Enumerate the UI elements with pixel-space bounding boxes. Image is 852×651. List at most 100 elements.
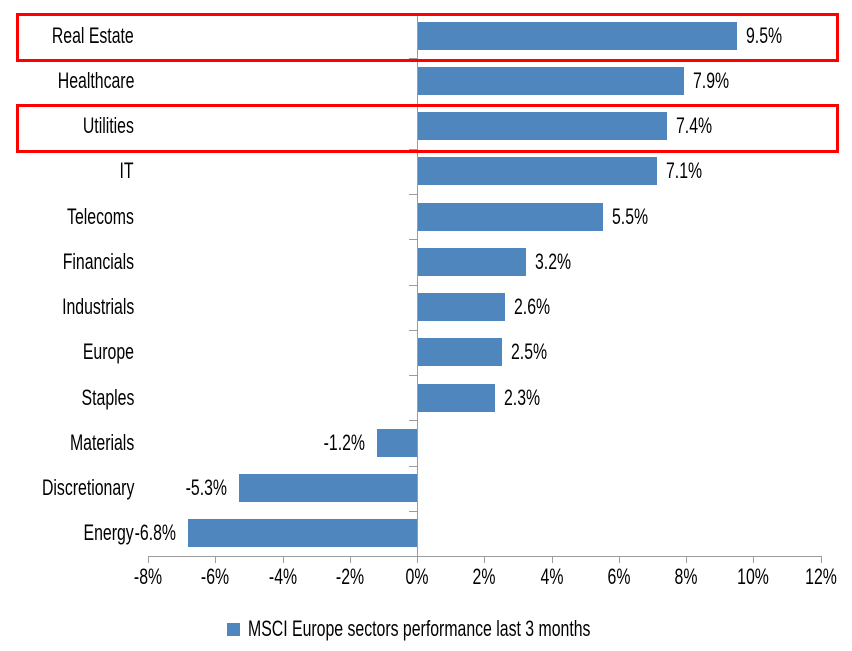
category-label-text: Energy [83,520,134,546]
x-axis-tick [349,556,351,563]
value-label-text: -1.2% [323,429,365,455]
x-axis-tick-label: 2% [472,564,496,589]
x-axis-tick-label: 0% [405,564,429,589]
category-axis-tick [409,511,417,512]
x-axis-tick [484,556,486,563]
category-axis-tick [409,375,417,376]
category-label-text: Europe [82,339,134,365]
category-label-discretionary: Discretionary [0,466,134,511]
x-axis-tick-label: 8% [674,564,698,589]
bar-materials [376,428,417,457]
value-label-text: -6.8% [134,520,177,546]
bar-healthcare [418,66,684,95]
x-axis-tick [820,556,822,563]
x-axis-tick-label: -6% [201,564,230,589]
bar-financials [418,247,526,276]
highlight-box-utilities [16,104,839,153]
value-label-financials: 3.2% [535,248,585,276]
bar-telecoms [418,202,603,231]
value-label-materials: -1.2% [323,429,422,457]
category-label-europe: Europe [0,330,134,375]
category-label-telecoms: Telecoms [0,194,134,239]
category-axis-tick [409,420,417,421]
value-label-text: 7.4% [675,113,712,139]
category-label-text: Materials [69,429,134,455]
value-label-it: 7.1% [666,157,716,185]
x-axis-tick-label: 4% [540,564,563,589]
bar-real-estate [418,21,738,50]
value-label-text: 2.5% [511,339,548,365]
value-label-text: 3.2% [534,248,571,274]
value-label-real-estate: 9.5% [746,22,796,50]
value-label-utilities: 7.4% [676,112,726,140]
category-label-text: Telecoms [67,203,134,229]
category-axis-tick [409,58,417,59]
category-axis-tick [409,194,417,195]
category-axis-tick [409,556,417,557]
category-label-text: Industrials [61,294,134,320]
category-axis-tick [409,466,417,467]
value-label-text: 2.6% [514,294,551,320]
zero-axis-line [417,13,418,556]
category-label-materials: Materials [0,420,134,465]
category-label-industrials: Industrials [0,285,134,330]
bar-energy [188,519,417,548]
x-axis-tick [282,556,284,563]
value-label-text: 9.5% [746,22,783,48]
category-label-text: Healthcare [57,67,134,93]
bar-utilities [418,112,667,141]
category-label-text: Staples [81,384,134,410]
value-label-healthcare: 7.9% [693,67,743,95]
value-label-text: 7.1% [665,158,702,184]
highlight-box-real-estate [16,13,839,62]
x-axis-tick-label: -4% [268,564,297,589]
category-label-staples: Staples [0,375,134,420]
category-label-real-estate: Real Estate [0,13,134,58]
x-axis-tick [215,556,217,563]
value-label-text: -5.3% [185,475,227,501]
category-label-financials: Financials [0,239,134,284]
category-axis-tick [409,285,417,286]
category-label-text: Financials [62,248,134,274]
bar-industrials [418,293,506,322]
x-axis-tick [148,556,149,563]
bar-discretionary [238,474,417,503]
value-label-text: 5.5% [611,203,649,229]
x-axis-tick-label: 10% [737,564,770,589]
category-axis-tick [409,330,417,331]
category-label-text: Utilities [82,113,134,139]
value-label-industrials: 2.6% [514,293,564,321]
category-label-energy: Energy [0,511,134,556]
legend: MSCI Europe sectors performance last 3 m… [227,615,724,643]
x-axis-tick [417,556,418,563]
x-axis-tick [551,556,553,563]
x-axis-tick-label: -8% [133,564,163,589]
bar-staples [418,383,496,412]
category-label-text: Real Estate [52,22,134,48]
value-label-telecoms: 5.5% [612,203,662,231]
category-label-text: IT [119,158,134,184]
legend-marker-icon [227,622,240,636]
bar-it [418,157,657,186]
x-axis-tick [753,556,755,563]
category-label-utilities: Utilities [0,104,134,149]
value-label-staples: 2.3% [504,384,554,412]
value-label-text: 2.3% [504,384,541,410]
category-axis-tick [409,239,417,240]
category-label-text: Discretionary [41,475,134,501]
legend-label: MSCI Europe sectors performance last 3 m… [248,616,591,641]
x-axis-tick-label: 6% [607,564,631,589]
value-label-text: 7.9% [692,67,729,93]
bar-europe [418,338,503,367]
category-label-it: IT [0,149,134,194]
x-axis-tick [618,556,620,563]
value-label-energy: -6.8% [135,519,233,547]
category-label-healthcare: Healthcare [0,58,134,103]
value-label-europe: 2.5% [511,338,561,366]
x-axis-tick-label: -2% [335,564,364,589]
category-axis-tick [409,149,417,150]
value-label-discretionary: -5.3% [185,474,284,502]
x-axis-tick-label: 12% [804,564,837,589]
x-axis-tick [686,556,687,563]
